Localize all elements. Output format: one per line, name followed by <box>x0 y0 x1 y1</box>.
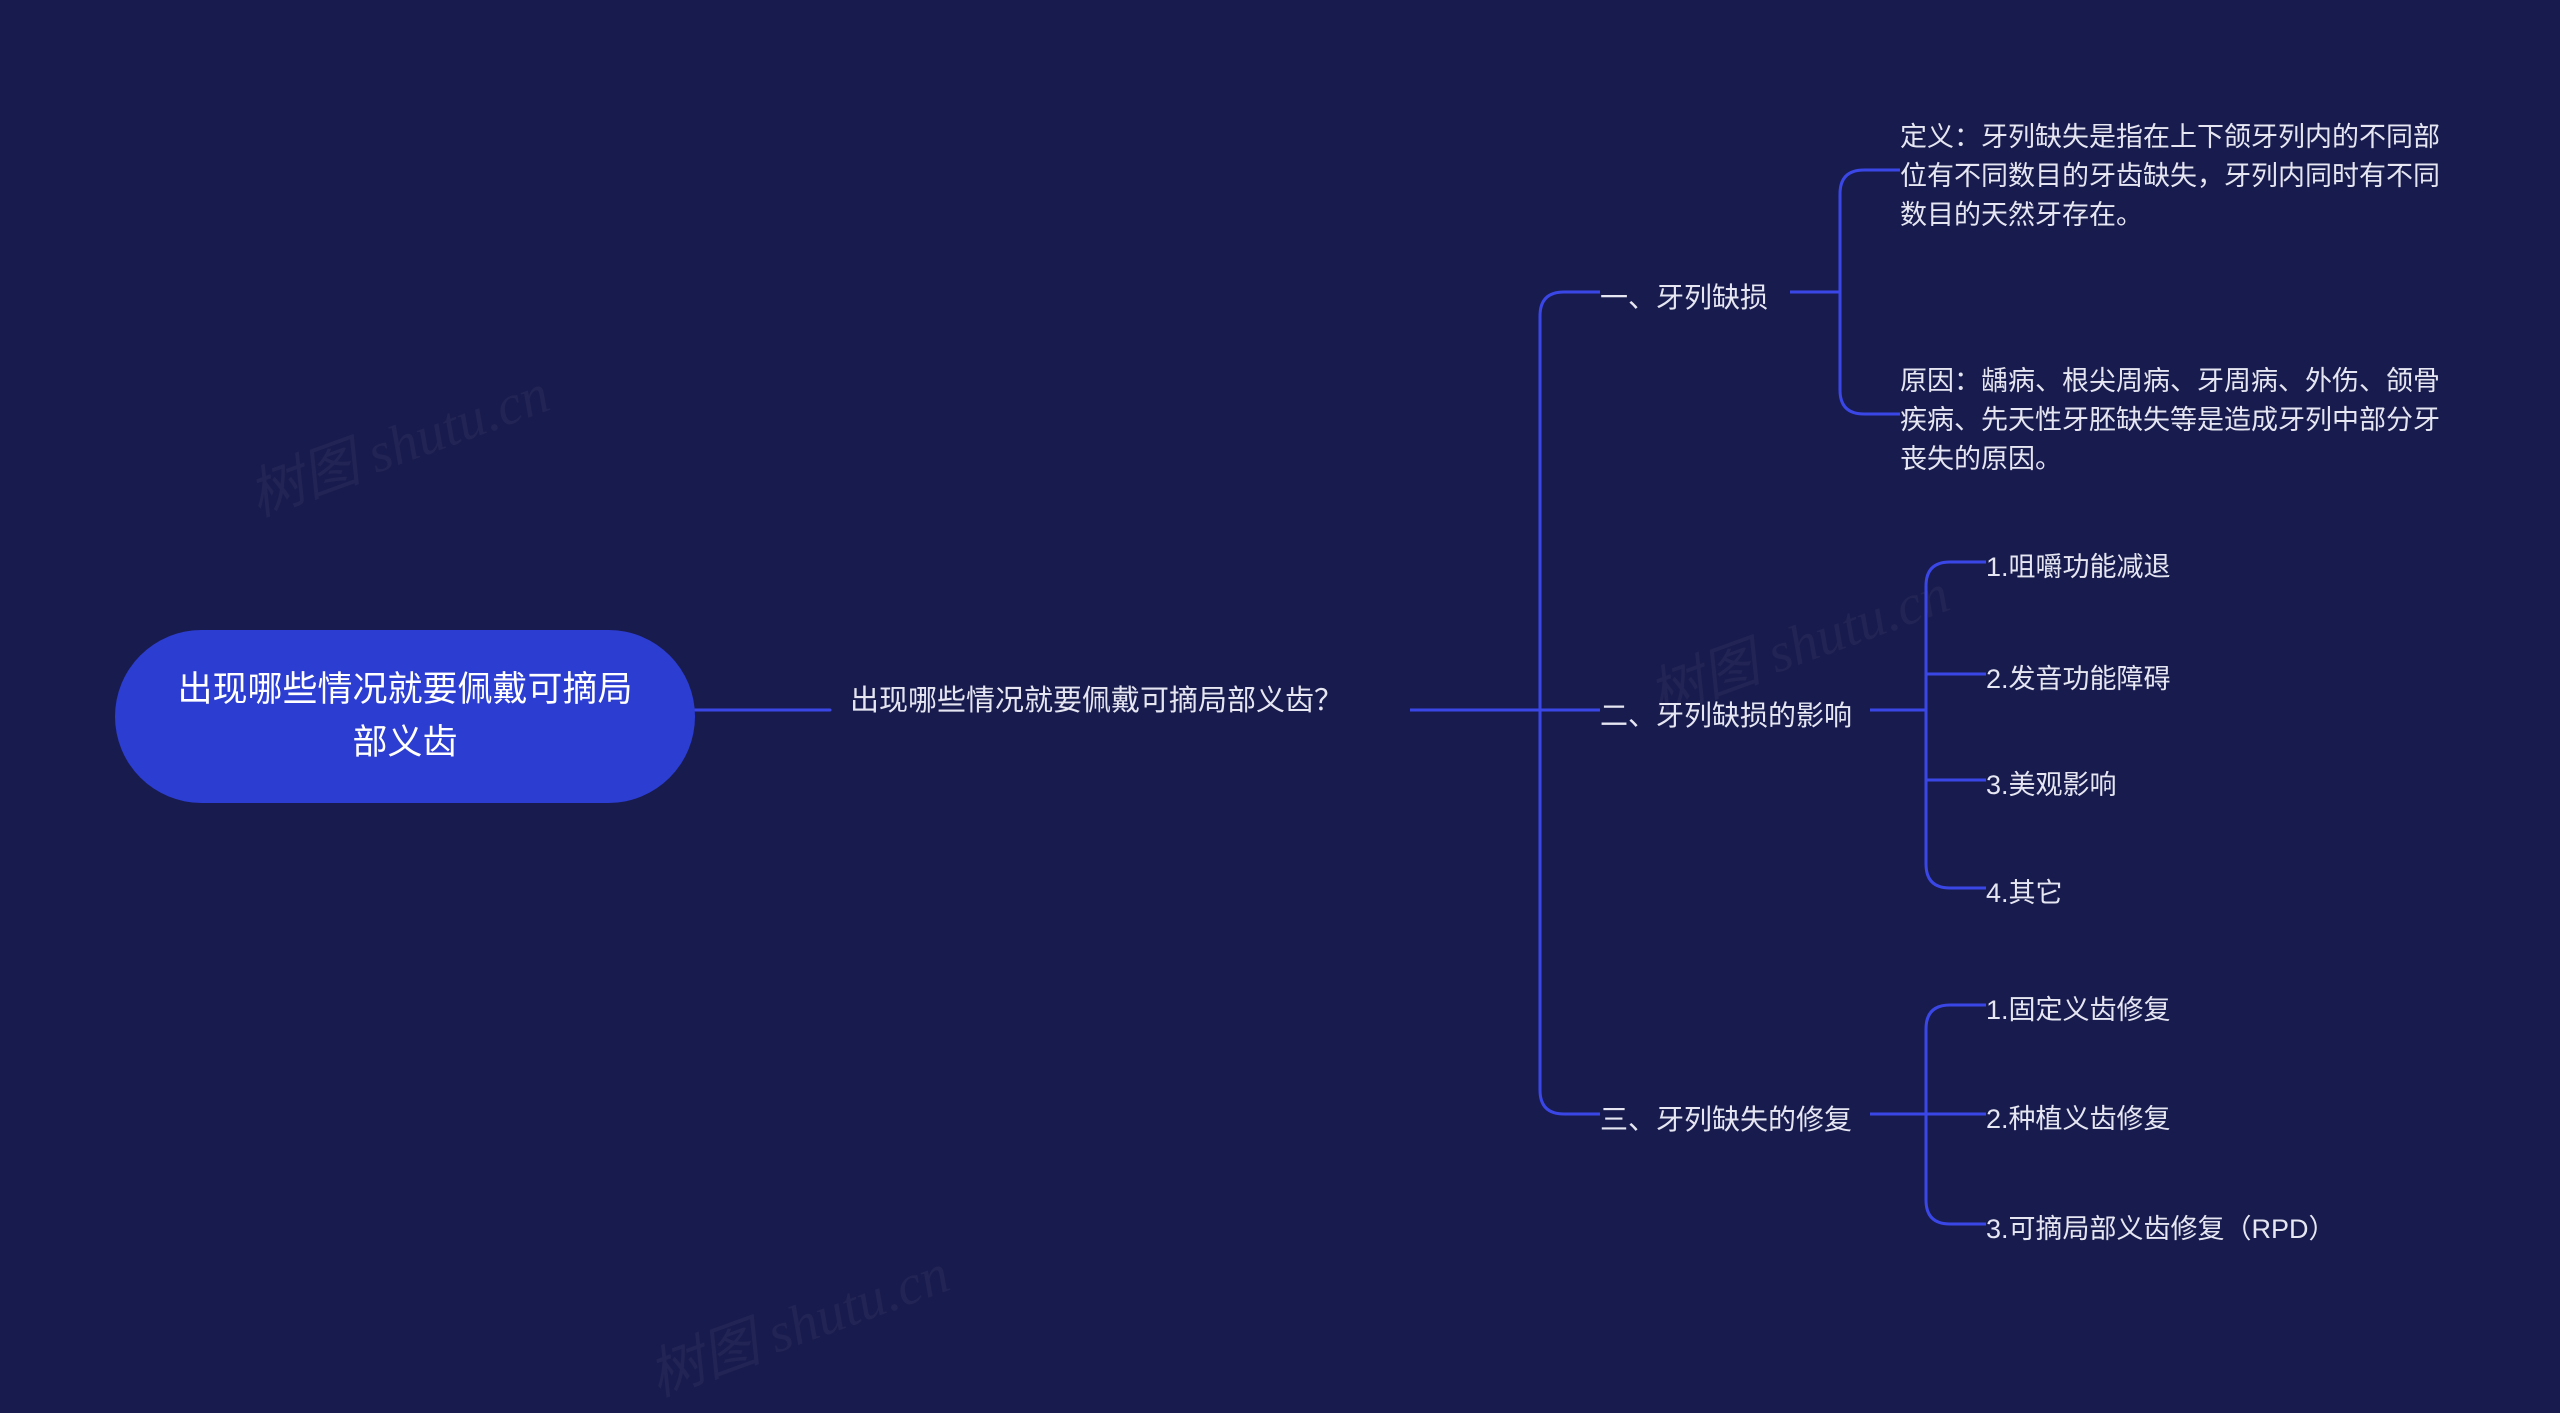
level3-node[interactable]: 3.美观影响 <box>1986 766 2117 805</box>
watermark: 树图 shutu.cn <box>236 349 559 533</box>
level3-node[interactable]: 4.其它 <box>1986 874 2063 913</box>
level2-node[interactable]: 二、牙列缺损的影响 <box>1600 696 1852 737</box>
mindmap-canvas: 树图 shutu.cn 树图 shutu.cn 树图 shutu.cn 出现哪些… <box>0 0 2560 1413</box>
level3-node[interactable]: 2.发音功能障碍 <box>1986 660 2171 699</box>
level3-node[interactable]: 定义：牙列缺失是指在上下颌牙列内的不同部位有不同数目的牙齿缺失，牙列内同时有不同… <box>1900 118 2460 235</box>
level3-node[interactable]: 2.种植义齿修复 <box>1986 1100 2171 1139</box>
level1-node[interactable]: 出现哪些情况就要佩戴可摘局部义齿？ <box>850 680 1410 722</box>
level3-node[interactable]: 1.咀嚼功能减退 <box>1986 548 2171 587</box>
level3-node[interactable]: 原因：龋病、根尖周病、牙周病、外伤、颌骨疾病、先天性牙胚缺失等是造成牙列中部分牙… <box>1900 362 2460 479</box>
level3-node[interactable]: 3.可摘局部义齿修复（RPD） <box>1986 1210 2336 1249</box>
root-node[interactable]: 出现哪些情况就要佩戴可摘局部义齿 <box>115 630 695 803</box>
watermark: 树图 shutu.cn <box>636 1229 959 1413</box>
level2-node[interactable]: 一、牙列缺损 <box>1600 278 1768 319</box>
level2-node[interactable]: 三、牙列缺失的修复 <box>1600 1100 1852 1141</box>
level3-node[interactable]: 1.固定义齿修复 <box>1986 991 2171 1030</box>
